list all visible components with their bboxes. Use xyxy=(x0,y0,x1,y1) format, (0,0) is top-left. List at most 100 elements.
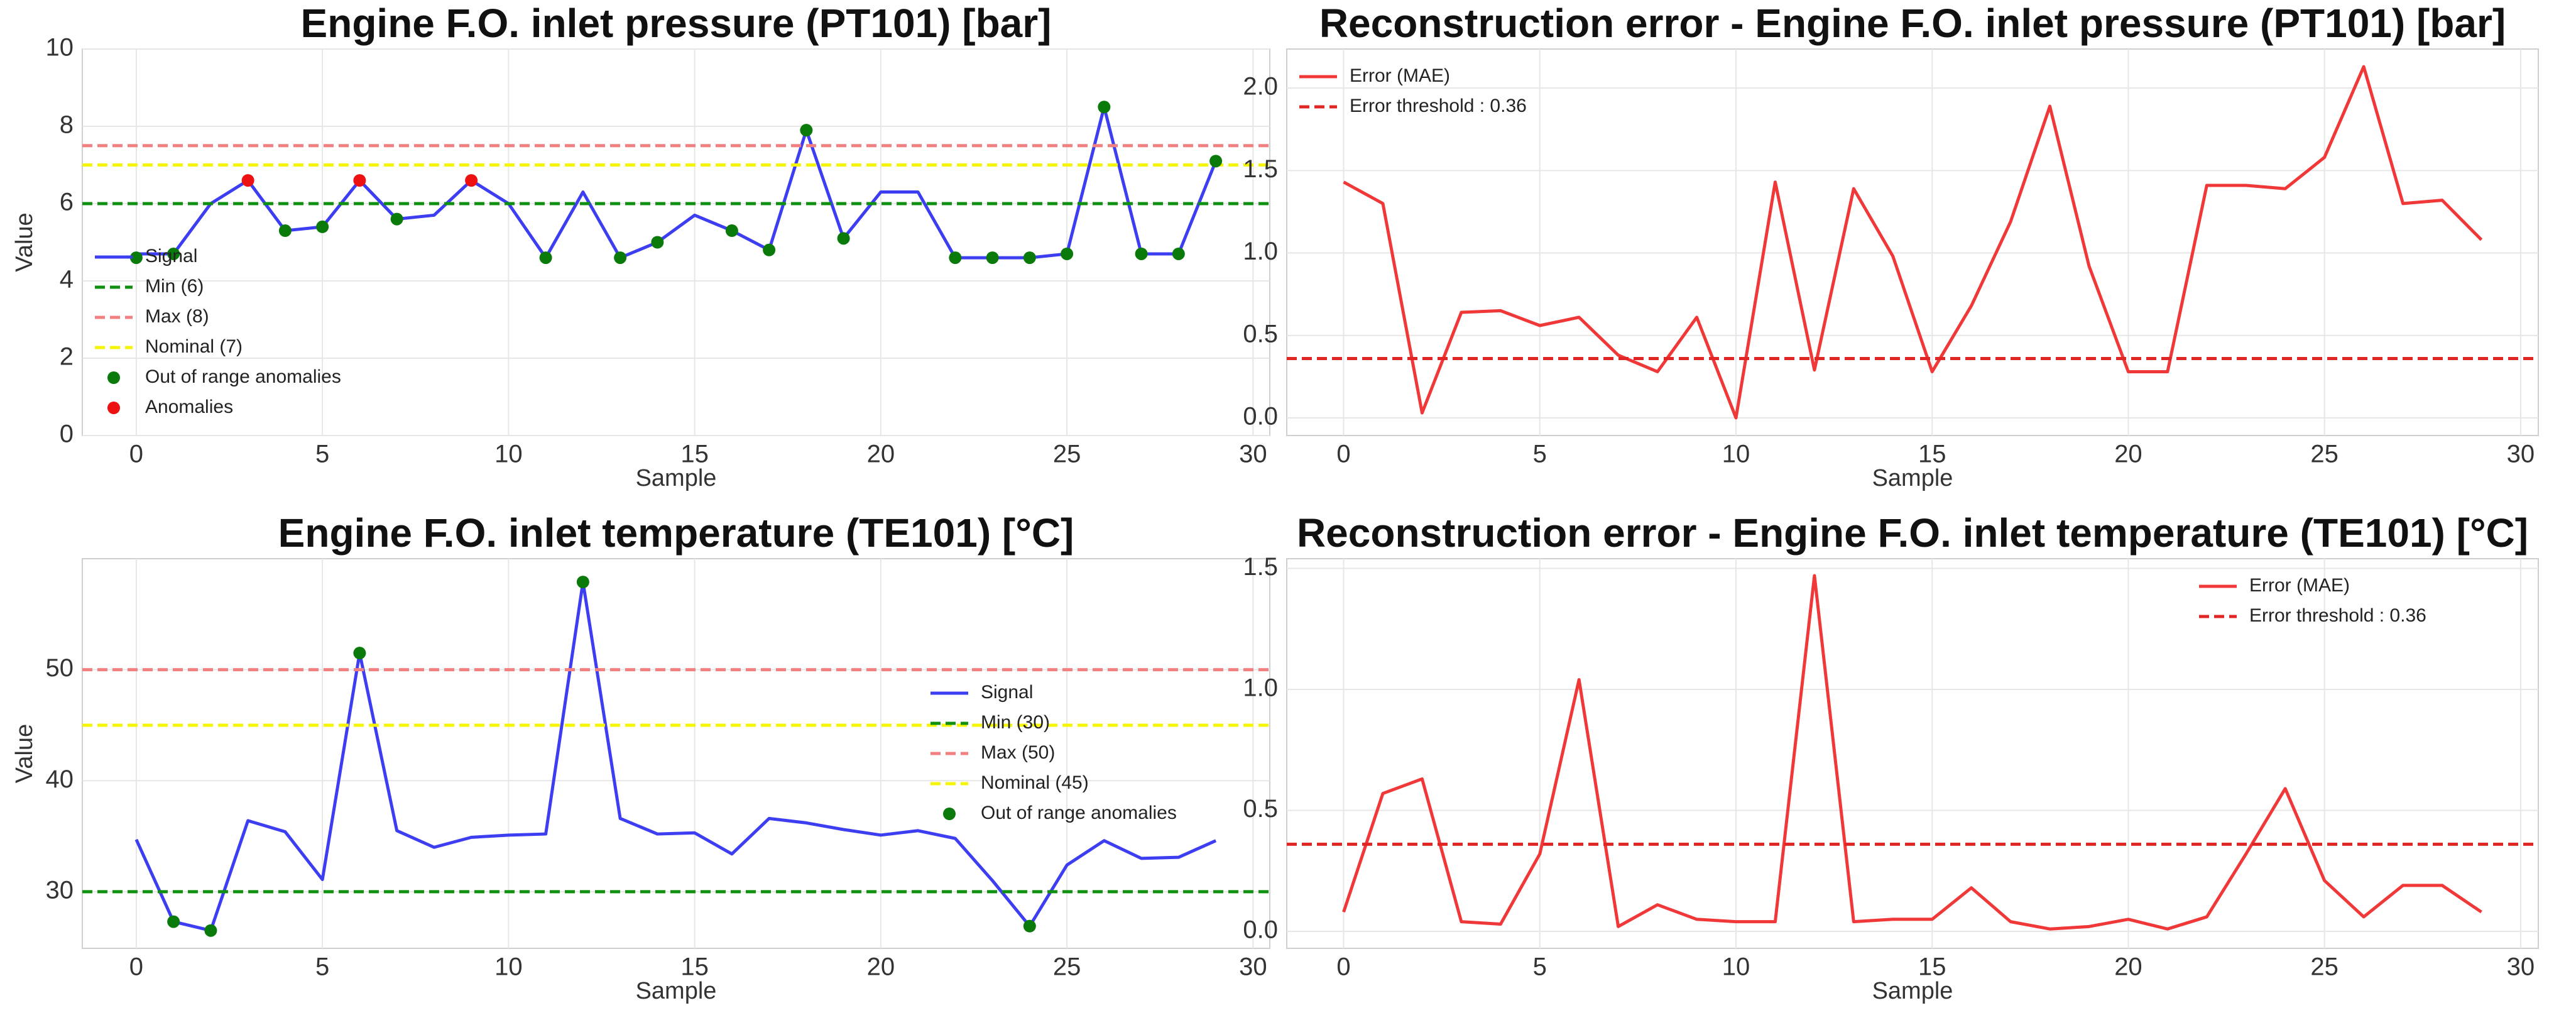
y-tick-label: 1.0 xyxy=(1243,238,1278,265)
legend-label: Error threshold : 0.36 xyxy=(2249,605,2426,626)
y-tick-label: 0.5 xyxy=(1243,795,1278,823)
data-point xyxy=(167,915,180,928)
data-point xyxy=(1098,101,1111,114)
data-point xyxy=(316,220,329,233)
y-tick-label: 2.0 xyxy=(1243,73,1278,101)
chart-title: Reconstruction error - Engine F.O. inlet… xyxy=(1319,1,2506,46)
data-point xyxy=(390,212,403,226)
data-point xyxy=(614,251,627,265)
subplot: 0.0 0.5 1.0 1.5 0 5 10 15 20 25 30 Reconstruction e… xyxy=(1243,510,2539,1004)
data-point xyxy=(1023,919,1036,933)
plot-area xyxy=(82,558,1270,949)
y-tick-label: 0 xyxy=(60,420,74,448)
data-point xyxy=(353,174,366,187)
y-tick-label: 40 xyxy=(46,765,74,793)
plot-area xyxy=(82,48,1270,436)
x-tick-label: 20 xyxy=(2114,953,2142,981)
x-tick-label: 15 xyxy=(680,441,709,468)
legend-label: Min (6) xyxy=(145,276,204,297)
legend-label: Min (30) xyxy=(981,712,1050,733)
x-tick-label: 20 xyxy=(2114,441,2142,468)
y-tick-label: 6 xyxy=(60,189,74,216)
x-tick-label: 15 xyxy=(680,953,709,981)
subplot: 0 2 4 6 8 10 0 5 10 15 20 25 30 Engine F.O. inlet pre… xyxy=(11,1,1270,491)
data-point xyxy=(353,647,366,660)
subplot: 0.0 0.5 1.0 1.5 2.0 0 5 10 15 20 25 30 Reconstructio… xyxy=(1243,1,2539,491)
y-tick-label: 0.5 xyxy=(1243,320,1278,348)
legend-marker xyxy=(107,402,120,414)
legend-label: Max (8) xyxy=(145,306,209,327)
legend-label: Out of range anomalies xyxy=(981,803,1177,823)
data-line xyxy=(134,580,1217,933)
y-axis-label: Value xyxy=(11,212,38,271)
legend-label: Out of range anomalies xyxy=(145,366,341,387)
y-tick-label: 10 xyxy=(46,34,74,62)
x-tick-label: 5 xyxy=(1533,441,1547,468)
x-tick-label: 0 xyxy=(129,441,143,468)
legend-label: Signal xyxy=(981,682,1033,703)
data-point xyxy=(204,924,217,937)
data-point xyxy=(129,251,143,265)
x-axis-label: Sample xyxy=(636,465,717,491)
x-tick-label: 5 xyxy=(315,953,329,981)
x-tick-label: 0 xyxy=(1336,441,1350,468)
data-point xyxy=(1061,247,1074,260)
x-tick-label: 10 xyxy=(1722,953,1750,981)
x-tick-label: 25 xyxy=(2310,441,2339,468)
x-tick-label: 30 xyxy=(1239,953,1267,981)
y-tick-label: 4 xyxy=(60,266,74,293)
legend: Error (MAE) Error threshold : 0.36 xyxy=(2199,575,2426,626)
data-point xyxy=(1172,247,1185,260)
subplot: 30 40 50 0 5 10 15 20 25 30 Engine F.O. inlet temp… xyxy=(11,510,1270,1004)
legend-label: Nominal (7) xyxy=(145,336,243,357)
y-tick-label: 1.0 xyxy=(1243,674,1278,702)
data-point xyxy=(837,232,850,245)
data-line xyxy=(1343,65,2483,420)
y-tick-label: 8 xyxy=(60,111,74,139)
chart-title: Reconstruction error - Engine F.O. inlet… xyxy=(1297,510,2528,556)
plot-area xyxy=(1286,48,2539,436)
x-tick-label: 30 xyxy=(1239,441,1267,468)
data-point xyxy=(278,224,292,238)
legend-label: Nominal (45) xyxy=(981,772,1089,793)
y-tick-label: 50 xyxy=(46,654,74,682)
x-tick-label: 10 xyxy=(494,953,523,981)
legend-label: Anomalies xyxy=(145,397,233,417)
y-tick-label: 0.0 xyxy=(1243,402,1278,430)
x-tick-label: 10 xyxy=(494,441,523,468)
x-tick-label: 15 xyxy=(1918,441,1946,468)
data-point xyxy=(167,247,180,260)
data-point xyxy=(576,576,589,589)
y-tick-label: 1.5 xyxy=(1243,155,1278,183)
chart-title: Engine F.O. inlet temperature (TE101) [°… xyxy=(278,510,1074,556)
x-axis-label: Sample xyxy=(1872,978,1953,1004)
x-axis-label: Sample xyxy=(1872,465,1953,491)
chart-title: Engine F.O. inlet pressure (PT101) [bar] xyxy=(301,1,1052,46)
legend-label: Max (50) xyxy=(981,742,1055,763)
legend: Signal Min (6) Max (8) Nominal (7) Out of ra… xyxy=(95,246,341,417)
x-tick-label: 10 xyxy=(1722,441,1750,468)
data-point xyxy=(1209,155,1223,168)
x-tick-label: 20 xyxy=(867,441,895,468)
data-point xyxy=(986,251,999,265)
y-tick-label: 30 xyxy=(46,876,74,904)
y-tick-label: 0.0 xyxy=(1243,916,1278,944)
data-point xyxy=(1023,251,1036,265)
data-point xyxy=(1135,247,1148,260)
data-point xyxy=(800,124,813,137)
x-tick-label: 0 xyxy=(1336,953,1350,981)
legend: Error (MAE) Error threshold : 0.36 xyxy=(1299,65,1527,116)
legend-label: Error (MAE) xyxy=(1350,65,1450,86)
x-axis-label: Sample xyxy=(636,978,717,1004)
y-axis-label: Value xyxy=(11,724,38,783)
legend-label: Error (MAE) xyxy=(2249,575,2350,596)
data-point xyxy=(725,224,738,238)
x-tick-label: 20 xyxy=(867,953,895,981)
data-point xyxy=(465,174,478,187)
data-point xyxy=(763,243,776,256)
data-point xyxy=(651,236,664,249)
x-tick-label: 25 xyxy=(1053,953,1081,981)
x-tick-label: 15 xyxy=(1918,953,1946,981)
x-tick-label: 0 xyxy=(129,953,143,981)
